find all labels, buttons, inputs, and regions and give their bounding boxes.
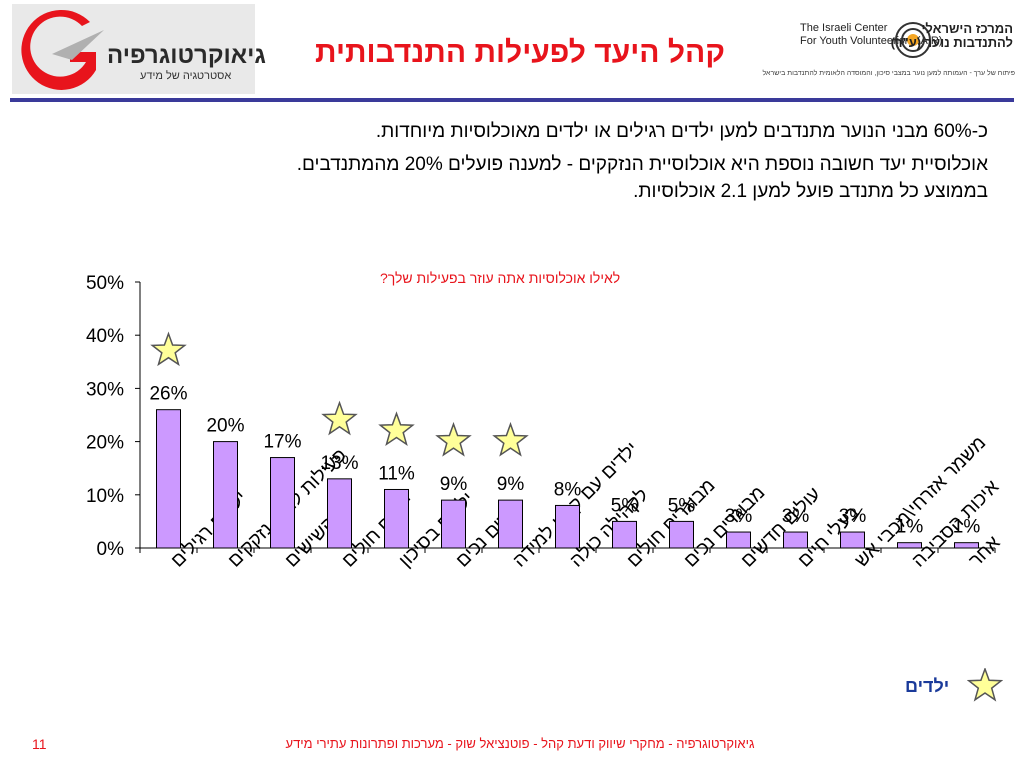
y-tick-label: 50% xyxy=(86,273,124,294)
fingerprint-swirl-icon xyxy=(895,22,931,58)
israeli-center-logo: The Israeli Center For Youth Volunteeris… xyxy=(762,8,1015,88)
right-logo-en-line2: For Youth Volunteerism (A.R) xyxy=(800,35,943,47)
bar-value-label: 26% xyxy=(149,384,187,405)
bar-value-label: 3% xyxy=(839,506,867,527)
y-tick-label: 10% xyxy=(86,486,124,507)
bar xyxy=(669,520,694,549)
page-number: 11 xyxy=(32,736,47,752)
right-logo-english: The Israeli Center For Youth Volunteeris… xyxy=(800,22,942,48)
bar xyxy=(783,531,808,549)
bar-value-label: 9% xyxy=(497,474,525,495)
bar xyxy=(954,542,979,549)
bar-value-label: 3% xyxy=(782,506,810,527)
geocartography-logo: גיאוקרטוגרפיה אסטרטגיה של מידע xyxy=(12,4,266,94)
bar-value-label: 3% xyxy=(725,506,753,527)
bar xyxy=(612,520,637,549)
header-divider xyxy=(10,98,1014,102)
right-logo-he-line2: להתנדבות נוער (ע"ר) xyxy=(890,35,1013,50)
slide-title: קהל היעד לפעילות התנדבותית xyxy=(315,36,725,69)
y-tick-label: 30% xyxy=(86,379,124,400)
summary-text: כ-60% מבני הנוער מתנדבים למען ילדים רגיל… xyxy=(88,118,988,205)
summary-line-2: אוכלוסיית יעד חשובה נוספת היא אוכלוסיית … xyxy=(88,151,988,205)
bar xyxy=(384,488,409,549)
legend-label: ילדים xyxy=(905,676,950,696)
bar xyxy=(270,457,295,549)
right-logo-hebrew: המרכז הישראלי להתנדבות נוער (ע"ר) xyxy=(891,22,1013,50)
bar xyxy=(840,531,865,549)
bar xyxy=(327,478,352,549)
y-tick-label: 0% xyxy=(97,539,125,560)
bar xyxy=(213,441,238,549)
y-tick-label: 40% xyxy=(86,326,124,347)
bar xyxy=(156,409,181,549)
chart-title: לאילו אוכלוסיות אתה עוזר בפעילות שלך? xyxy=(380,270,621,286)
right-logo-en-line1: The Israeli Center xyxy=(800,22,888,34)
star-icon xyxy=(150,331,187,367)
bar-value-label: 1% xyxy=(953,517,981,538)
bar xyxy=(498,499,523,549)
star-icon xyxy=(492,421,529,457)
bar-value-label: 11% xyxy=(378,463,415,484)
bar-chart: 0%10%20%30%40%50%26%ילדים רגילים20%פעילו… xyxy=(86,273,1005,572)
category-label: אחר xyxy=(965,532,1004,571)
summary-line-2a: אוכלוסיית יעד חשובה נוספת היא אוכלוסיית … xyxy=(296,154,988,175)
star-icon xyxy=(378,411,415,446)
bar-value-label: 9% xyxy=(440,474,468,495)
bar-value-label: 8% xyxy=(554,479,582,500)
bar-value-label: 20% xyxy=(206,416,244,437)
summary-line-2b: בממוצע כל מתנדב פועל למען 2.1 אוכלוסיות. xyxy=(633,181,988,202)
legend-star-icon xyxy=(967,668,1003,702)
right-logo-subtext: פיתוח של ערך - העמותה למען נוער במצבי סי… xyxy=(762,70,1015,77)
bar-value-label: 1% xyxy=(896,517,924,538)
bar xyxy=(555,504,580,549)
bar-value-label: 17% xyxy=(263,432,301,453)
footer-text: גיאוקרטוגרפיה - מחקרי שיווק ודעת קהל - פ… xyxy=(285,736,755,751)
bar-value-label: 13% xyxy=(320,453,358,474)
bar-value-label: 5% xyxy=(611,495,639,516)
left-logo-brand: גיאוקרטוגרפיה xyxy=(107,42,266,69)
right-logo-he-line1: המרכז הישראלי xyxy=(921,21,1013,36)
star-icon xyxy=(435,421,472,457)
bar xyxy=(726,531,751,549)
bar xyxy=(441,499,466,549)
g-swoosh-logo-icon xyxy=(21,9,104,90)
left-logo-tagline: אסטרטגיה של מידע xyxy=(140,70,232,82)
bar xyxy=(897,542,922,549)
bar-value-label: 5% xyxy=(668,495,696,516)
summary-line-1: כ-60% מבני הנוער מתנדבים למען ילדים רגיל… xyxy=(375,121,988,142)
star-icon xyxy=(321,400,358,436)
y-tick-label: 20% xyxy=(86,433,124,454)
